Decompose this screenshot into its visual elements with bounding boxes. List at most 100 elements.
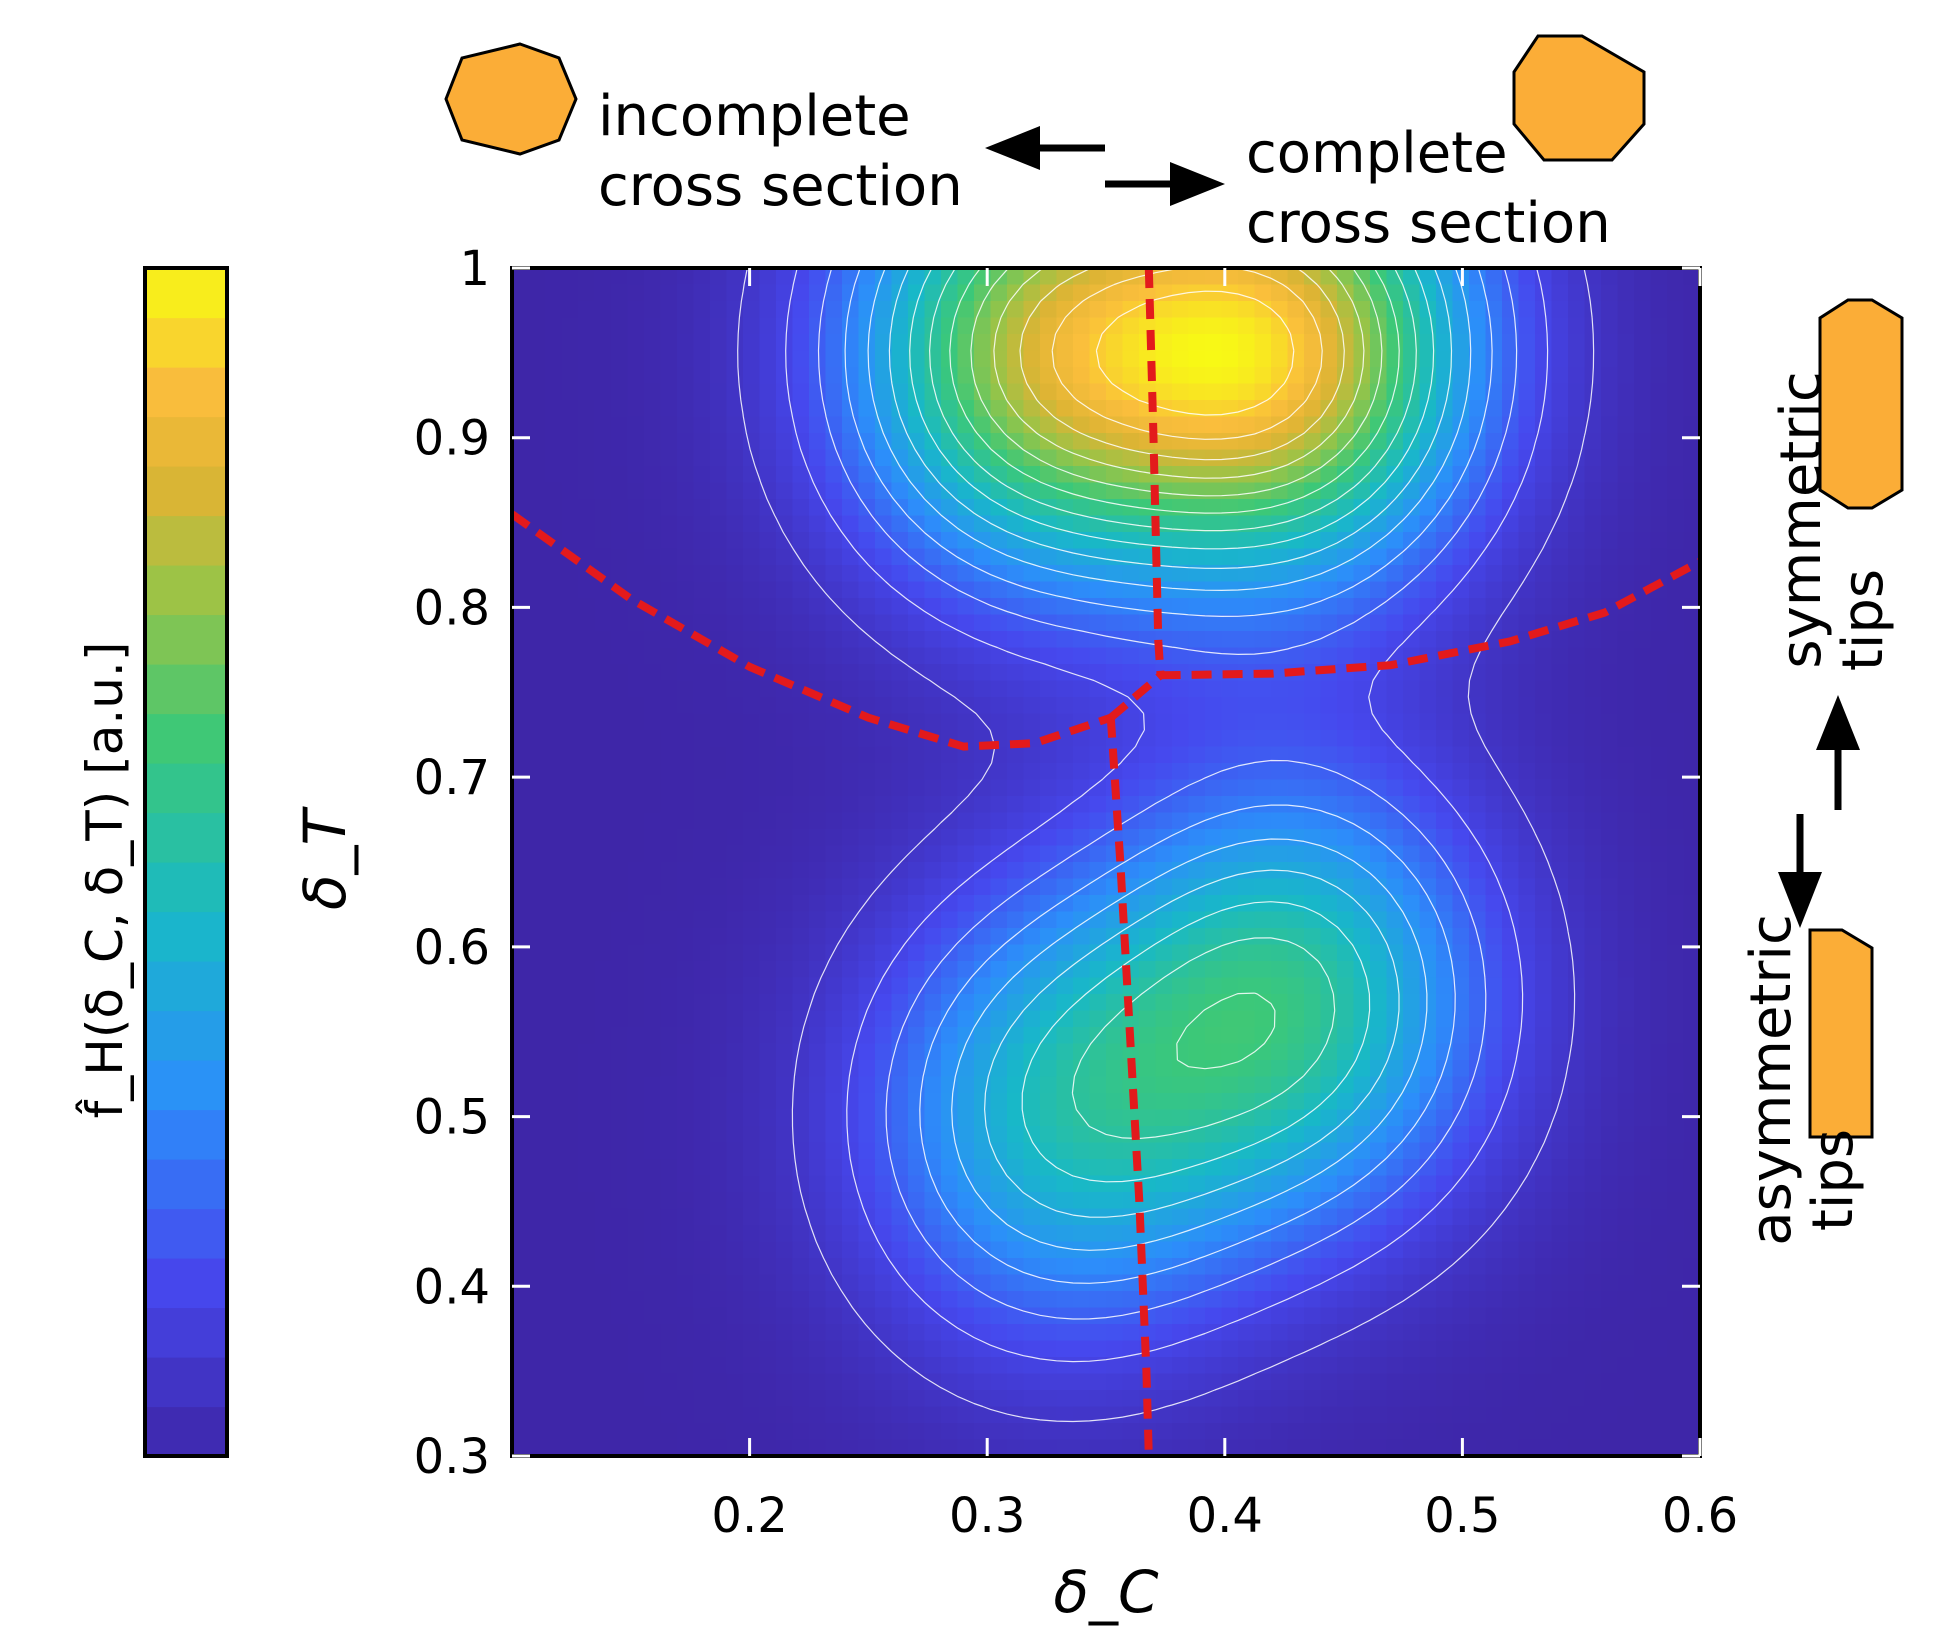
heatmap-cell xyxy=(594,532,612,550)
heatmap-cell xyxy=(1436,1258,1454,1276)
heatmap-cell xyxy=(1122,532,1140,550)
heatmap-cell xyxy=(693,812,711,830)
heatmap-cell xyxy=(1551,862,1569,880)
heatmap-cell xyxy=(1502,862,1520,880)
heatmap-cell xyxy=(1271,730,1289,748)
heatmap-cell xyxy=(792,812,810,830)
heatmap-cell xyxy=(677,1291,695,1309)
heatmap-cell xyxy=(1040,548,1058,566)
heatmap-cell xyxy=(1683,400,1700,418)
heatmap-cell xyxy=(627,284,645,302)
heatmap-cell xyxy=(1188,532,1206,550)
heatmap-cell xyxy=(1551,713,1569,731)
heatmap-cell xyxy=(561,1010,579,1028)
heatmap-cell xyxy=(759,466,777,484)
heatmap-cell xyxy=(1469,763,1487,781)
heatmap-cell xyxy=(1287,383,1305,401)
heatmap-cell xyxy=(1370,334,1388,352)
heatmap-cell xyxy=(627,1208,645,1226)
heatmap-cell xyxy=(644,796,662,814)
heatmap-cell xyxy=(1403,367,1421,385)
heatmap-cell xyxy=(561,961,579,979)
heatmap-cell xyxy=(627,416,645,434)
heatmap-cell xyxy=(809,548,827,566)
heatmap-cell xyxy=(1436,1225,1454,1243)
heatmap-cell xyxy=(1584,1093,1602,1111)
heatmap-cell xyxy=(1353,367,1371,385)
heatmap-cell xyxy=(1535,1010,1553,1028)
heatmap-cell xyxy=(957,383,975,401)
heatmap-cell xyxy=(644,697,662,715)
heatmap-cell xyxy=(561,1307,579,1325)
heatmap-cell xyxy=(924,961,942,979)
heatmap-cell xyxy=(1601,977,1619,995)
heatmap-cell xyxy=(759,268,777,286)
heatmap-cell xyxy=(1551,779,1569,797)
heatmap-cell xyxy=(1617,1357,1635,1375)
heatmap-cell xyxy=(1683,466,1700,484)
heatmap-cell xyxy=(990,796,1008,814)
heatmap-cell xyxy=(1139,1126,1157,1144)
heatmap-cell xyxy=(792,1126,810,1144)
heatmap-cell xyxy=(1023,862,1041,880)
heatmap-cell xyxy=(611,631,629,649)
heatmap-cell xyxy=(644,466,662,484)
heatmap-cell xyxy=(1304,680,1322,698)
heatmap-cell xyxy=(1683,1142,1700,1160)
heatmap-cell xyxy=(528,730,546,748)
heatmap-cell xyxy=(743,416,761,434)
heatmap-cell xyxy=(743,680,761,698)
heatmap-cell xyxy=(1535,614,1553,632)
heatmap-cell xyxy=(528,1225,546,1243)
heatmap-cell xyxy=(908,1241,926,1259)
heatmap-cell xyxy=(1122,812,1140,830)
heatmap-cell xyxy=(1568,1340,1586,1358)
heatmap-cell xyxy=(528,664,546,682)
heatmap-cell xyxy=(1634,482,1652,500)
heatmap-cell xyxy=(594,1225,612,1243)
heatmap-cell xyxy=(561,746,579,764)
heatmap-cell xyxy=(1601,1043,1619,1061)
heatmap-cell xyxy=(1040,1225,1058,1243)
heatmap-cell xyxy=(1172,581,1190,599)
heatmap-cell xyxy=(1650,713,1668,731)
heatmap-cell xyxy=(1304,1340,1322,1358)
heatmap-cell xyxy=(1007,779,1025,797)
heatmap-cell xyxy=(1452,367,1470,385)
heatmap-cell xyxy=(1403,1192,1421,1210)
heatmap-cell xyxy=(1667,1241,1685,1259)
heatmap-cell xyxy=(1188,1175,1206,1193)
heatmap-cell xyxy=(1337,1208,1355,1226)
heatmap-cell xyxy=(908,862,926,880)
heatmap-cell xyxy=(1040,631,1058,649)
heatmap-cell xyxy=(1370,977,1388,995)
heatmap-cell xyxy=(1485,1324,1503,1342)
heatmap-cell xyxy=(990,466,1008,484)
heatmap-cell xyxy=(594,416,612,434)
heatmap-cell xyxy=(1584,1241,1602,1259)
heatmap-cell xyxy=(891,1060,909,1078)
heatmap-cell xyxy=(1056,301,1074,319)
heatmap-cell xyxy=(726,1109,744,1127)
heatmap-cell xyxy=(1683,796,1700,814)
heatmap-cell xyxy=(957,581,975,599)
heatmap-cell xyxy=(1683,1324,1700,1342)
heatmap-cell xyxy=(1535,1060,1553,1078)
heatmap-cell xyxy=(1485,1027,1503,1045)
heatmap-cell xyxy=(1304,614,1322,632)
heatmap-cell xyxy=(1683,301,1700,319)
heatmap-cell xyxy=(693,1340,711,1358)
heatmap-cell xyxy=(957,779,975,797)
heatmap-cell xyxy=(660,1027,678,1045)
heatmap-cell xyxy=(677,1340,695,1358)
heatmap-cell xyxy=(941,1241,959,1259)
heatmap-cell xyxy=(1007,631,1025,649)
heatmap-cell xyxy=(1353,961,1371,979)
heatmap-cell xyxy=(858,1126,876,1144)
heatmap-cell xyxy=(990,977,1008,995)
heatmap-cell xyxy=(528,400,546,418)
heatmap-cell xyxy=(611,911,629,929)
heatmap-cell xyxy=(941,796,959,814)
heatmap-cell xyxy=(908,1225,926,1243)
heatmap-cell xyxy=(875,515,893,533)
